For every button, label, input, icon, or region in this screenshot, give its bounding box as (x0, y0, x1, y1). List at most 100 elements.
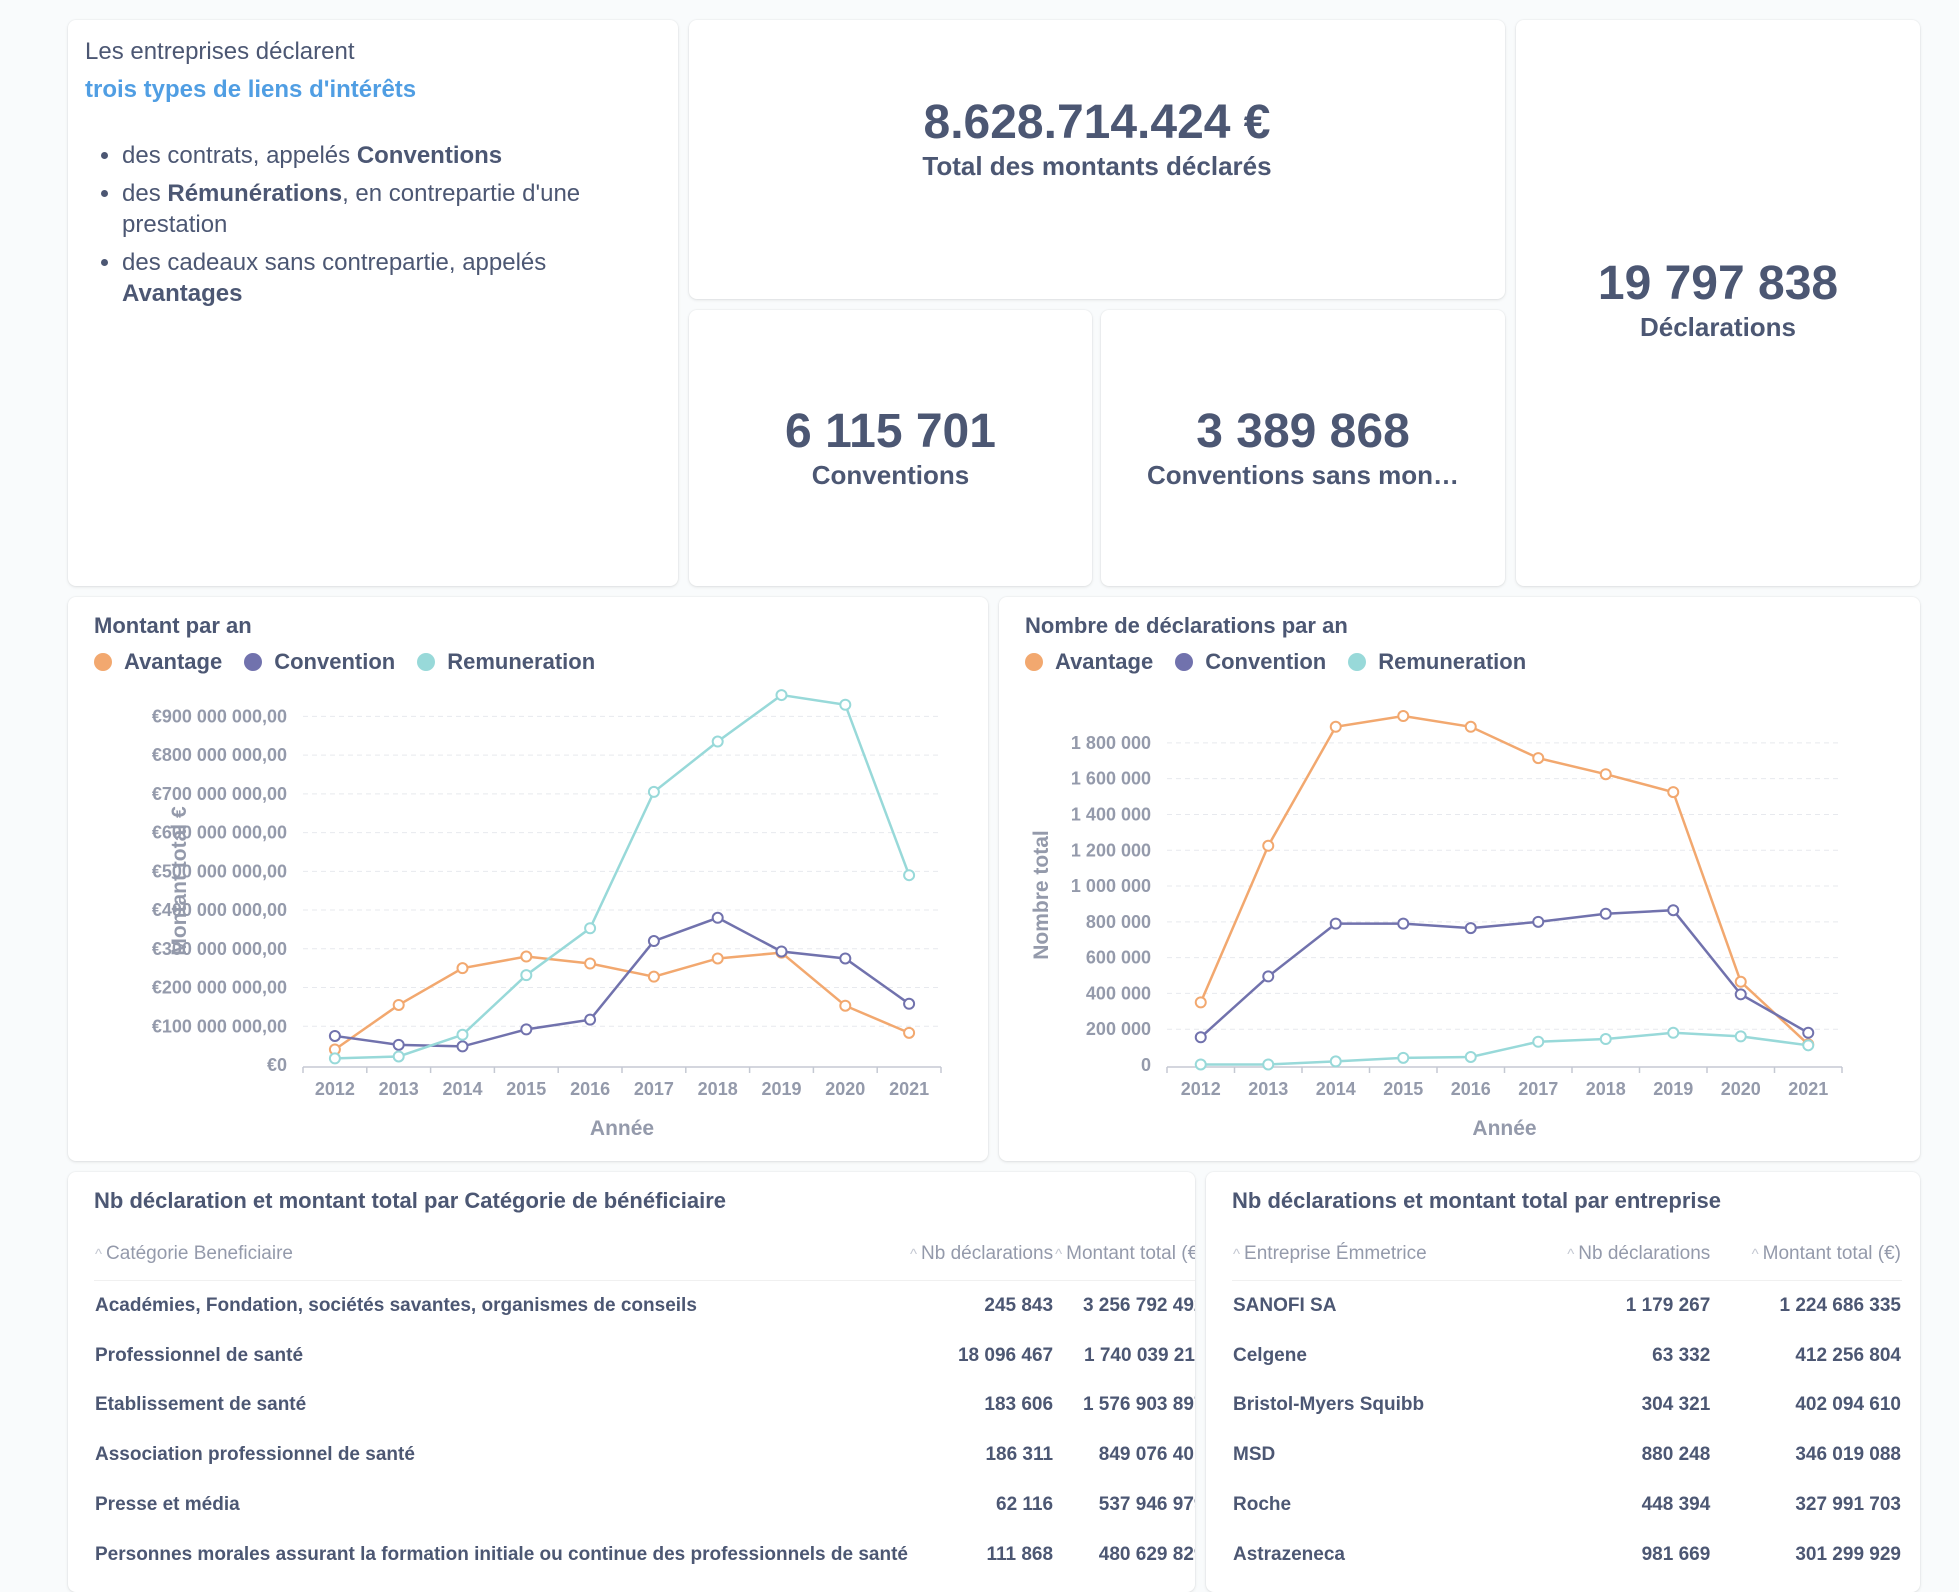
column-header-montant-total[interactable]: ^Montant total (€) (1054, 1228, 1195, 1281)
data-point-remuneration[interactable] (1466, 1052, 1476, 1062)
table-cell-montant: 412 256 804 (1711, 1331, 1902, 1381)
data-point-convention[interactable] (1398, 919, 1408, 929)
data-point-remuneration[interactable] (777, 690, 787, 700)
x-axis-title: Année (590, 1117, 654, 1140)
series-line-avantage[interactable] (1201, 716, 1809, 1044)
conventions-sans-montant-card[interactable]: 3 389 868 Conventions sans mon… (1101, 310, 1505, 586)
montant-par-an-line-chart[interactable]: €0€100 000 000,00€200 000 000,00€300 000… (68, 597, 988, 1161)
y-axis-title: Nombre total (1030, 830, 1053, 960)
data-point-convention[interactable] (904, 999, 914, 1009)
data-point-avantage[interactable] (840, 1001, 850, 1011)
data-point-convention[interactable] (1736, 989, 1746, 999)
data-point-remuneration[interactable] (1398, 1053, 1408, 1063)
data-point-convention[interactable] (1803, 1028, 1813, 1038)
data-point-convention[interactable] (330, 1031, 340, 1041)
column-header-nb-declarations[interactable]: ^Nb déclarations (909, 1228, 1054, 1281)
data-point-avantage[interactable] (713, 953, 723, 963)
data-point-remuneration[interactable] (713, 737, 723, 747)
column-header-nb-declarations[interactable]: ^Nb déclarations (1521, 1228, 1711, 1281)
data-point-avantage[interactable] (649, 972, 659, 982)
data-point-avantage[interactable] (1668, 787, 1678, 797)
data-point-remuneration[interactable] (1736, 1031, 1746, 1041)
data-point-remuneration[interactable] (1803, 1040, 1813, 1050)
data-point-remuneration[interactable] (904, 870, 914, 880)
data-point-convention[interactable] (394, 1040, 404, 1050)
data-point-remuneration[interactable] (1601, 1034, 1611, 1044)
data-point-convention[interactable] (585, 1015, 595, 1025)
data-point-avantage[interactable] (1466, 722, 1476, 732)
table-title[interactable]: Nb déclarations et montant total par ent… (1232, 1188, 1721, 1214)
series-line-convention[interactable] (1201, 910, 1809, 1037)
data-point-remuneration[interactable] (840, 700, 850, 710)
data-point-avantage[interactable] (1736, 977, 1746, 987)
data-point-convention[interactable] (1668, 905, 1678, 915)
table-title[interactable]: Nb déclaration et montant total par Caté… (94, 1188, 726, 1214)
data-point-convention[interactable] (1601, 909, 1611, 919)
data-point-remuneration[interactable] (1331, 1056, 1341, 1066)
data-point-avantage[interactable] (1263, 841, 1273, 851)
data-point-remuneration[interactable] (585, 923, 595, 933)
column-header-montant-total[interactable]: ^Montant total (€) (1711, 1228, 1902, 1281)
data-point-remuneration[interactable] (1668, 1028, 1678, 1038)
data-point-convention[interactable] (1263, 971, 1273, 981)
data-point-convention[interactable] (777, 947, 787, 957)
y-tick-label: 1 200 000 (1071, 840, 1151, 860)
data-point-remuneration[interactable] (649, 787, 659, 797)
data-point-avantage[interactable] (585, 959, 595, 969)
data-point-remuneration[interactable] (1263, 1059, 1273, 1069)
data-point-convention[interactable] (1196, 1032, 1206, 1042)
data-point-convention[interactable] (840, 953, 850, 963)
data-point-convention[interactable] (1466, 923, 1476, 933)
table-cell-name: Personnes morales assurant la formation … (94, 1530, 909, 1580)
data-point-convention[interactable] (1533, 917, 1543, 927)
series-line-remuneration[interactable] (1201, 1033, 1809, 1065)
data-point-convention[interactable] (649, 936, 659, 946)
data-point-avantage[interactable] (394, 1000, 404, 1010)
data-point-avantage[interactable] (904, 1028, 914, 1038)
table-row[interactable]: Association usager de santé20 68790 456 … (94, 1580, 1195, 1592)
table-cell-montant: 480 629 829 (1054, 1530, 1195, 1580)
data-point-convention[interactable] (1331, 919, 1341, 929)
data-point-avantage[interactable] (1601, 769, 1611, 779)
data-point-remuneration[interactable] (1196, 1059, 1206, 1069)
data-point-convention[interactable] (521, 1024, 531, 1034)
total-amount-card[interactable]: 8.628.714.424 € Total des montants décla… (689, 20, 1505, 299)
data-point-remuneration[interactable] (521, 970, 531, 980)
data-point-remuneration[interactable] (330, 1053, 340, 1063)
series-line-avantage[interactable] (335, 953, 909, 1050)
conventions-card[interactable]: 6 115 701 Conventions (689, 310, 1092, 586)
table-cell-name: Académies, Fondation, sociétés savantes,… (94, 1281, 909, 1331)
table-row[interactable]: Pfizer443 527295 899 314 (1232, 1580, 1902, 1592)
data-point-avantage[interactable] (1533, 753, 1543, 763)
data-point-avantage[interactable] (458, 963, 468, 973)
data-point-convention[interactable] (458, 1041, 468, 1051)
column-header-entreprise[interactable]: ^Entreprise Émmetrice (1232, 1228, 1521, 1281)
column-header-categorie[interactable]: ^Catégorie Beneficiaire (94, 1228, 909, 1281)
data-point-remuneration[interactable] (458, 1030, 468, 1040)
data-point-remuneration[interactable] (394, 1051, 404, 1061)
data-point-avantage[interactable] (1196, 997, 1206, 1007)
table-cell-montant: 402 094 610 (1711, 1381, 1902, 1431)
data-point-avantage[interactable] (1331, 722, 1341, 732)
data-point-avantage[interactable] (1398, 711, 1408, 721)
declarations-card[interactable]: 19 797 838 Déclarations (1516, 20, 1920, 586)
data-point-avantage[interactable] (521, 952, 531, 962)
table-cell-montant: 849 076 401 (1054, 1430, 1195, 1480)
series-line-remuneration[interactable] (335, 695, 909, 1058)
series-line-convention[interactable] (335, 918, 909, 1047)
table-row[interactable]: Personnes morales assurant la formation … (94, 1530, 1195, 1580)
table-row[interactable]: Académies, Fondation, sociétés savantes,… (94, 1281, 1195, 1331)
data-point-remuneration[interactable] (1533, 1037, 1543, 1047)
data-point-convention[interactable] (713, 913, 723, 923)
